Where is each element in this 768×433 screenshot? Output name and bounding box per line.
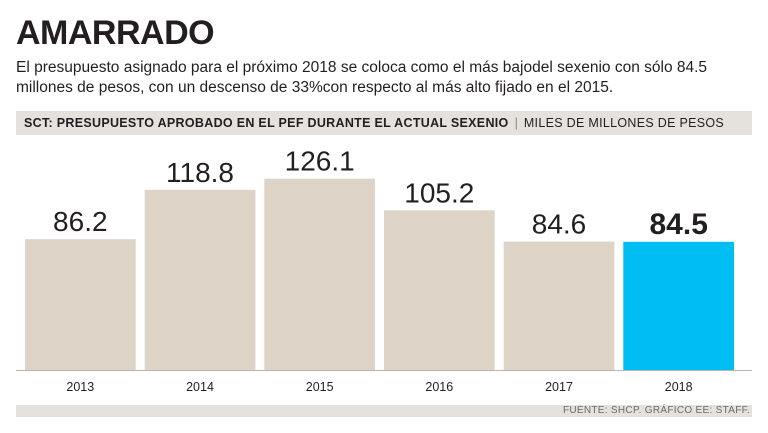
- value-label-2018: 84.5: [650, 208, 708, 241]
- band-separator: |: [514, 116, 518, 130]
- bar-2017: [503, 241, 615, 370]
- band-title: SCT: PRESUPUESTO APROBADO EN EL PEF DURA…: [24, 116, 509, 130]
- chart-subtitle: El presupuesto asignado para el próximo …: [16, 59, 708, 96]
- bar-2018: [623, 241, 734, 370]
- value-label-2014: 118.8: [166, 157, 234, 188]
- tick-label-2013: 2013: [66, 380, 94, 394]
- band-units: MILES DE MILLONES DE PESOS: [523, 116, 725, 130]
- chart-title: AMARRADO: [16, 14, 215, 52]
- tick-label-2017: 2017: [545, 380, 573, 394]
- bar-2013: [25, 239, 136, 370]
- tick-label-2014: 2014: [186, 380, 214, 394]
- bar-2014: [144, 189, 256, 370]
- footer-band: [16, 405, 752, 417]
- bar-2015: [264, 178, 375, 370]
- value-label-2013: 86.2: [53, 206, 108, 237]
- value-label-2015: 126.1: [285, 146, 355, 177]
- source-note: FUENTE: SHCP. GRÁFICO EE: STAFF.: [562, 405, 750, 416]
- chart-header-band: SCT: PRESUPUESTO APROBADO EN EL PEF DURA…: [16, 111, 752, 135]
- tick-label-2016: 2016: [425, 380, 453, 394]
- bar-2016: [384, 210, 495, 370]
- value-label-2016: 105.2: [404, 177, 474, 208]
- tick-label-2018: 2018: [665, 380, 693, 394]
- value-label-2017: 84.6: [532, 209, 587, 240]
- tick-label-2015: 2015: [306, 380, 334, 394]
